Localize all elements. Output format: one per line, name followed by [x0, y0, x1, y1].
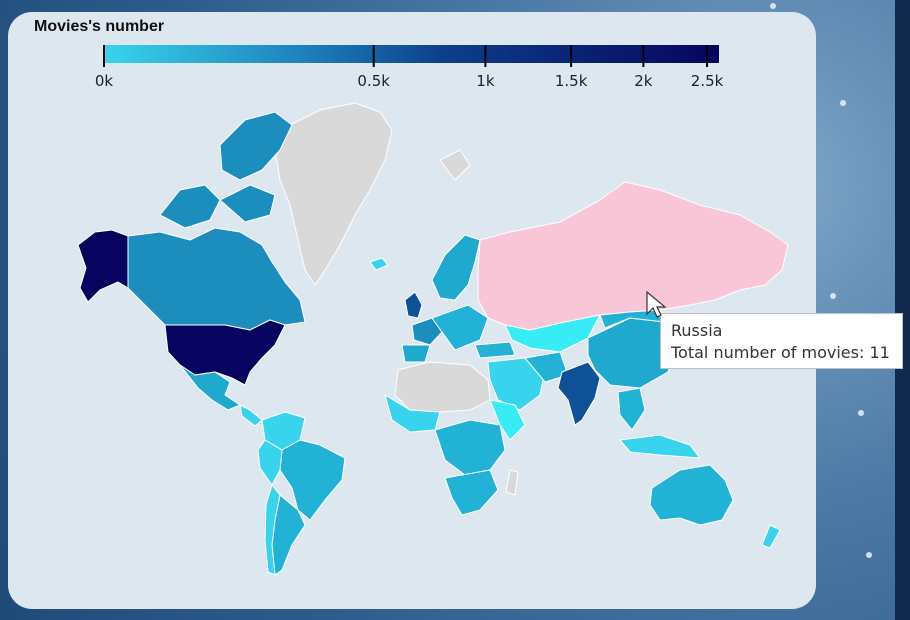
- legend-tick-label: 1k: [476, 72, 495, 90]
- country-central-america[interactable]: [239, 404, 263, 427]
- country-canada-islands[interactable]: [219, 111, 293, 181]
- right-edge-bar: [895, 0, 910, 620]
- legend-tick-label: 0k: [95, 72, 114, 90]
- country-india[interactable]: [557, 361, 601, 426]
- country-new-zealand[interactable]: [761, 524, 781, 549]
- country-australia[interactable]: [649, 464, 734, 526]
- country-greenland[interactable]: [274, 102, 393, 286]
- background-dot: [840, 100, 846, 106]
- country-usa[interactable]: [164, 319, 286, 386]
- country-brazil[interactable]: [279, 439, 346, 521]
- country-france[interactable]: [411, 317, 443, 346]
- country-north-africa[interactable]: [394, 361, 491, 413]
- country-canada-islands[interactable]: [219, 184, 276, 223]
- background-dot: [866, 552, 872, 558]
- mouse-cursor-icon: [646, 290, 667, 318]
- country-alaska[interactable]: [77, 229, 129, 303]
- country-tooltip: Russia Total number of movies: 11: [660, 313, 903, 369]
- legend-title: Movies's number: [34, 18, 165, 35]
- tooltip-value-text: Total number of movies: 11: [671, 343, 890, 362]
- country-scandinavia[interactable]: [431, 234, 481, 301]
- legend-tick-label: 2.5k: [691, 72, 724, 90]
- country-central-europe[interactable]: [431, 304, 489, 351]
- country-iceland[interactable]: [369, 257, 389, 271]
- country-layer: [77, 102, 789, 576]
- country-svalbard[interactable]: [439, 149, 471, 181]
- background-dot: [830, 293, 836, 299]
- legend-tick-label: 2k: [634, 72, 653, 90]
- country-east-africa[interactable]: [489, 399, 526, 441]
- background-dot: [858, 410, 864, 416]
- country-central-africa[interactable]: [434, 419, 506, 476]
- country-uk[interactable]: [404, 291, 423, 319]
- country-indonesia[interactable]: [619, 434, 701, 459]
- country-canada-islands[interactable]: [159, 184, 221, 229]
- country-southeast-asia[interactable]: [617, 387, 646, 431]
- background-dot: [770, 3, 776, 9]
- legend-tick-label: 0.5k: [357, 72, 390, 90]
- legend-color-bar: [104, 45, 719, 63]
- legend-ticks: 0k 0.5k 1k 1.5k 2k 2.5k: [95, 45, 724, 90]
- tooltip-country-name: Russia: [671, 321, 723, 340]
- country-russia[interactable]: [477, 181, 789, 331]
- country-madagascar[interactable]: [505, 469, 519, 496]
- country-chile[interactable]: [264, 484, 281, 576]
- country-turkey[interactable]: [474, 341, 516, 359]
- country-mexico[interactable]: [179, 364, 241, 411]
- country-south-africa[interactable]: [444, 469, 499, 516]
- country-canada[interactable]: [127, 227, 306, 331]
- legend-tick-label: 1.5k: [555, 72, 588, 90]
- country-iberia[interactable]: [401, 344, 431, 363]
